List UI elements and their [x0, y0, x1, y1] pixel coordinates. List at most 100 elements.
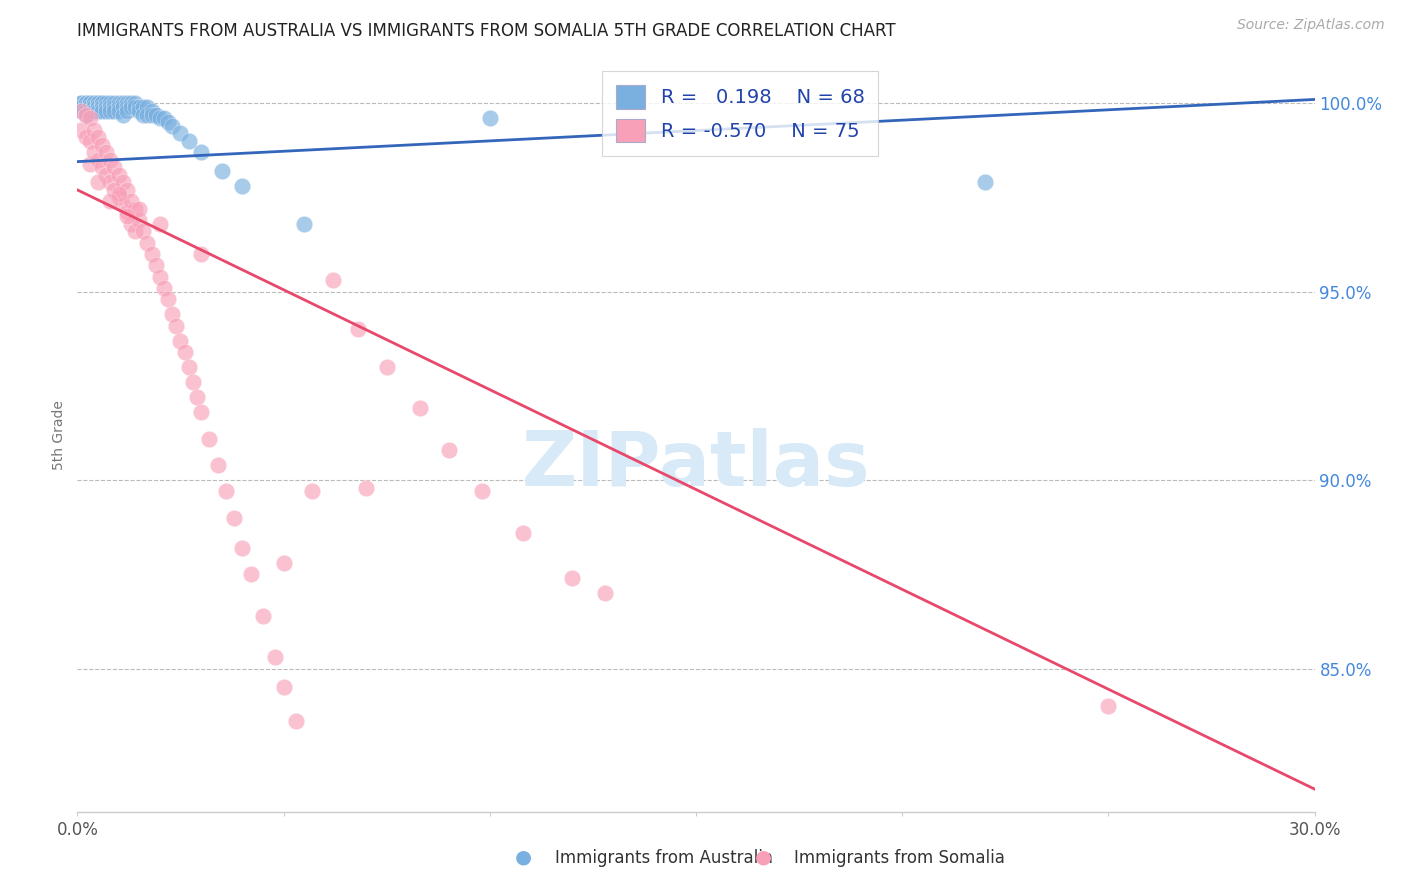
Point — [478, 112, 501, 126]
Point — [75, 96, 97, 111]
Point — [346, 322, 368, 336]
Point — [75, 103, 97, 118]
Point — [70, 100, 93, 114]
Point — [1097, 699, 1119, 714]
Point — [354, 481, 377, 495]
Point — [561, 571, 583, 585]
Point — [79, 112, 101, 126]
Point — [98, 175, 121, 189]
Point — [79, 156, 101, 170]
Point — [91, 137, 114, 152]
Legend: R =   0.198    N = 68, R = -0.570    N = 75: R = 0.198 N = 68, R = -0.570 N = 75 — [602, 71, 877, 156]
Point — [70, 96, 93, 111]
Point — [87, 153, 110, 167]
Point — [87, 96, 110, 111]
Point — [98, 103, 121, 118]
Point — [153, 112, 176, 126]
Point — [128, 100, 150, 114]
Point — [512, 525, 534, 540]
Point — [96, 100, 118, 114]
Point — [145, 107, 167, 121]
Point — [83, 100, 105, 114]
Point — [173, 345, 195, 359]
Point — [132, 224, 155, 238]
Point — [301, 484, 323, 499]
Point — [107, 96, 129, 111]
Point — [239, 567, 262, 582]
Point — [149, 269, 172, 284]
Point — [141, 107, 163, 121]
Point — [160, 119, 183, 133]
Point — [292, 217, 315, 231]
Point — [75, 96, 97, 111]
Point — [157, 292, 180, 306]
Point — [83, 122, 105, 136]
Point — [120, 100, 142, 114]
Point — [111, 198, 134, 212]
Point — [107, 186, 129, 201]
Point — [103, 96, 125, 111]
Point — [98, 96, 121, 111]
Point — [231, 541, 253, 555]
Point — [207, 458, 229, 472]
Point — [91, 100, 114, 114]
Point — [136, 100, 159, 114]
Point — [190, 145, 212, 160]
Point — [215, 484, 238, 499]
Point — [375, 359, 398, 374]
Point — [79, 96, 101, 111]
Point — [87, 96, 110, 111]
Point — [177, 134, 200, 148]
Point — [973, 175, 995, 189]
Point — [91, 103, 114, 118]
Point — [169, 334, 191, 348]
Text: Immigrants from Somalia: Immigrants from Somalia — [794, 848, 1005, 866]
Point — [70, 122, 93, 136]
Point — [120, 217, 142, 231]
Point — [136, 235, 159, 250]
Point — [169, 127, 191, 141]
Point — [284, 714, 307, 729]
Point — [141, 247, 163, 261]
Point — [593, 586, 616, 600]
Point — [124, 96, 146, 111]
Point — [91, 96, 114, 111]
Point — [120, 194, 142, 209]
Point — [103, 103, 125, 118]
Point — [153, 281, 176, 295]
Point — [111, 107, 134, 121]
Text: Source: ZipAtlas.com: Source: ZipAtlas.com — [1237, 18, 1385, 31]
Point — [211, 164, 233, 178]
Point — [96, 103, 118, 118]
Point — [177, 359, 200, 374]
Point — [87, 103, 110, 118]
Point — [87, 175, 110, 189]
Point — [252, 608, 274, 623]
Point — [103, 161, 125, 175]
Point — [79, 96, 101, 111]
Point — [111, 100, 134, 114]
Point — [91, 161, 114, 175]
Point — [273, 681, 295, 695]
Point — [83, 96, 105, 111]
Y-axis label: 5th Grade: 5th Grade — [52, 400, 66, 470]
Point — [111, 175, 134, 189]
Point — [132, 100, 155, 114]
Text: IMMIGRANTS FROM AUSTRALIA VS IMMIGRANTS FROM SOMALIA 5TH GRADE CORRELATION CHART: IMMIGRANTS FROM AUSTRALIA VS IMMIGRANTS … — [77, 21, 896, 39]
Point — [79, 134, 101, 148]
Point — [149, 112, 172, 126]
Point — [96, 145, 118, 160]
Point — [149, 217, 172, 231]
Point — [198, 432, 221, 446]
Point — [322, 273, 344, 287]
Point — [115, 103, 138, 118]
Point — [408, 401, 430, 416]
Point — [136, 107, 159, 121]
Point — [470, 484, 492, 499]
Point — [75, 107, 97, 121]
Point — [190, 247, 212, 261]
Point — [103, 100, 125, 114]
Text: ●: ● — [755, 847, 772, 866]
Point — [222, 510, 245, 524]
Point — [124, 100, 146, 114]
